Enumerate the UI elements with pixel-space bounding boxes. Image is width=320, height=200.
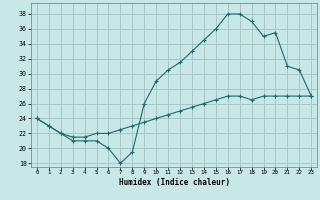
X-axis label: Humidex (Indice chaleur): Humidex (Indice chaleur) <box>119 178 229 187</box>
